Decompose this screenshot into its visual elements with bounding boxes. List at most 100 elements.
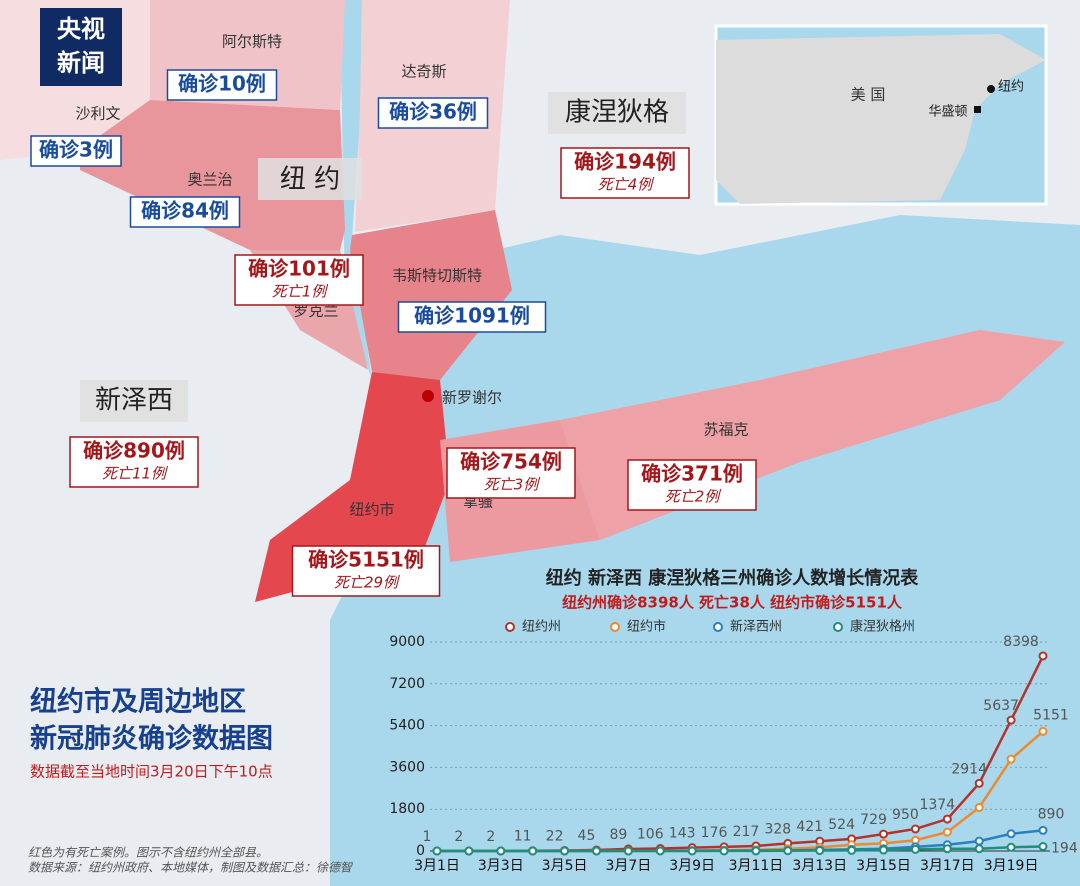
data-label: 22 [546, 828, 564, 844]
x-tick-label: 3月17日 [920, 858, 975, 874]
case-box [397, 301, 547, 333]
case-count: 确诊3例 [39, 138, 113, 162]
region-westchester [350, 210, 512, 380]
data-point [974, 844, 984, 854]
data-point [847, 845, 857, 855]
data-label: 11 [514, 829, 532, 845]
place-label: 阿尔斯特 [222, 33, 282, 51]
inset-marker [974, 106, 981, 113]
data-point [783, 846, 793, 856]
x-tick-label: 3月19日 [984, 858, 1039, 874]
data-label: 89 [609, 827, 627, 843]
data-point [623, 846, 633, 856]
case-box [560, 147, 690, 199]
death-count: 死亡29例 [334, 574, 400, 592]
data-point [1006, 829, 1016, 839]
case-count: 确诊36例 [389, 100, 477, 124]
data-label: 8398 [1003, 634, 1039, 650]
case-count: 确诊890例 [83, 439, 185, 463]
data-point [879, 845, 889, 855]
data-point [1038, 841, 1048, 851]
data-point [591, 846, 601, 856]
place-label: 纽约市 [349, 501, 394, 519]
inset-land [716, 34, 1046, 204]
case-count: 确诊754例 [460, 450, 562, 474]
data-point [942, 814, 952, 824]
data-point [1006, 842, 1016, 852]
case-box [234, 254, 364, 306]
legend-label: 新泽西州 [730, 619, 782, 635]
x-tick-label: 3月9日 [669, 858, 715, 874]
data-label: 729 [860, 812, 887, 828]
data-label: 950 [892, 807, 919, 823]
case-count: 确诊1091例 [414, 304, 530, 328]
place-label: 沙利文 [75, 105, 120, 123]
place-label: 苏福克 [703, 421, 748, 439]
case-count: 确诊84例 [141, 199, 229, 223]
inset-label: 美 国 [851, 86, 886, 104]
logo-box [40, 8, 122, 86]
data-point [560, 846, 570, 856]
data-label: 890 [1038, 806, 1065, 822]
data-label: 5637 [983, 698, 1019, 714]
x-tick-label: 3月5日 [542, 858, 588, 874]
city-marker [422, 390, 434, 402]
y-tick-label: 9000 [389, 634, 425, 650]
as-of: 数据截至当地时间3月20日下午10点 [30, 763, 273, 781]
data-point [687, 846, 697, 856]
state-label: 纽 约 [280, 165, 340, 195]
x-tick-label: 3月3日 [478, 858, 524, 874]
case-count: 确诊371例 [641, 462, 743, 486]
data-point [942, 844, 952, 854]
legend-label: 纽约州 [522, 620, 561, 635]
data-label: 1 [423, 829, 432, 845]
state-label-bg [258, 158, 362, 200]
death-count: 死亡11例 [102, 465, 168, 483]
logo-text: 央视 [57, 15, 105, 43]
case-box [627, 459, 757, 511]
chart-title: 纽约 新泽西 康涅狄格三州确诊人数增长情况表 [546, 567, 920, 589]
data-label: 328 [764, 821, 791, 837]
state-label-bg [548, 92, 686, 134]
x-tick-label: 3月1日 [414, 858, 460, 874]
data-label: 5151 [1033, 707, 1069, 723]
y-tick-label: 7200 [389, 676, 425, 692]
death-count: 死亡4例 [598, 176, 655, 194]
data-label: 176 [701, 825, 728, 841]
y-tick-label: 1800 [389, 801, 425, 817]
legend-marker [713, 622, 723, 632]
data-point [815, 846, 825, 856]
region-orange [80, 100, 345, 250]
data-point [942, 827, 952, 837]
data-label: 45 [578, 828, 596, 844]
region-nyc [255, 372, 450, 602]
data-label: 421 [796, 819, 823, 835]
legend-marker [833, 622, 843, 632]
line-chart: 0 1800 3600 5400 7200 9000 3月1日 3月3日 3月5日 3月7日 3月9… [389, 619, 1077, 875]
data-label: 106 [637, 827, 664, 843]
data-label: 2 [486, 829, 495, 845]
legend-marker [505, 622, 515, 632]
case-box [166, 69, 278, 101]
place-label: 达奇斯 [401, 63, 446, 81]
data-point [1038, 825, 1048, 835]
data-point [528, 846, 538, 856]
legend-label: 纽约市 [627, 619, 666, 635]
x-tick-label: 3月11日 [729, 858, 784, 874]
case-count: 确诊10例 [178, 72, 266, 96]
inset-label: 纽约 [998, 80, 1024, 95]
logo-text: 新闻 [57, 49, 105, 77]
data-point [719, 846, 729, 856]
place-label: 韦斯特切斯特 [392, 267, 482, 285]
data-point [751, 846, 761, 856]
case-box [69, 436, 199, 488]
place-label: 罗克兰 [293, 302, 338, 320]
data-label: 1374 [919, 797, 955, 813]
legend-marker [610, 622, 620, 632]
state-label: 新泽西 [95, 386, 173, 416]
series-line [437, 845, 1044, 853]
x-tick-label: 3月15日 [856, 858, 911, 874]
data-label: 524 [828, 817, 855, 833]
